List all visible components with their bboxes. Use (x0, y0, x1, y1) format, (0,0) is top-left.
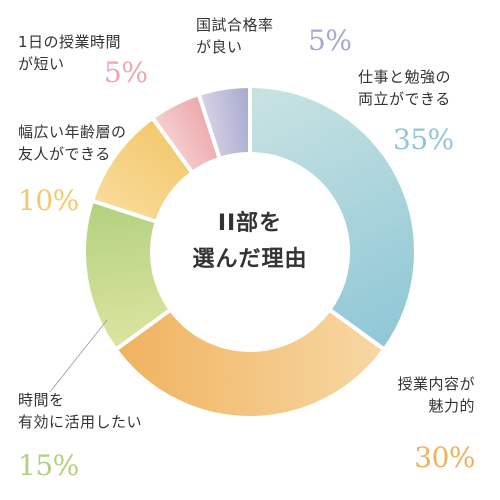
label-short-hours: 1日の授業時間 が短い (18, 33, 122, 73)
percent-short-hours: 5% (104, 56, 148, 89)
percent-exam-pass: 5% (308, 24, 352, 57)
donut-slice-exam-pass (196, 83, 252, 162)
percent-class-content: 30% (414, 441, 475, 474)
label-exam-pass: 国試合格率 が良い (196, 16, 274, 56)
label-class-content: 授業内容が 魅力的 (397, 375, 475, 415)
label-work-study: 仕事と勉強の 両立ができる (358, 68, 452, 108)
percent-use-time: 15% (18, 449, 79, 482)
percent-work-study: 35% (393, 123, 454, 156)
donut-slice-class-content (112, 306, 388, 420)
leader-line-time (49, 319, 108, 393)
donut-slice-work-study (248, 83, 418, 353)
center-title: II部を 選んだ理由 (192, 211, 308, 272)
label-friends: 幅広い年齢層の 友人ができる (18, 123, 127, 163)
label-use-time: 時間を 有効に活用したい (18, 391, 143, 431)
percent-friends: 10% (18, 184, 79, 217)
